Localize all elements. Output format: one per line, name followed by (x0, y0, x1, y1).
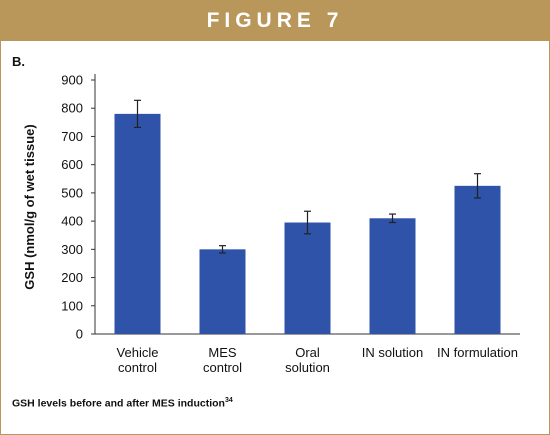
x-tick-label: control (118, 360, 157, 375)
bar (114, 113, 161, 334)
x-tick-label: control (203, 360, 242, 375)
x-tick-label: solution (285, 360, 330, 375)
x-tick-label: IN formulation (437, 345, 518, 360)
caption-text: GSH levels before and after MES inductio… (12, 397, 225, 410)
y-tick-label: 600 (61, 157, 83, 172)
x-tick-label: Oral (295, 345, 320, 360)
bar (199, 249, 246, 334)
y-tick-label: 100 (61, 298, 83, 313)
y-tick-label: 500 (61, 185, 83, 200)
y-tick-label: 900 (61, 73, 83, 88)
x-tick-label: MES (208, 345, 237, 360)
y-tick-label: 400 (61, 214, 83, 229)
figure-caption: GSH levels before and after MES inductio… (12, 397, 233, 410)
y-axis-title: GSH (nmol/g of wet tissue) (22, 124, 37, 289)
y-tick-label: 700 (61, 129, 83, 144)
bar (369, 218, 416, 334)
y-tick-label: 300 (61, 242, 83, 257)
x-tick-label: IN solution (362, 345, 423, 360)
y-tick-label: 800 (61, 101, 83, 116)
bar (284, 222, 331, 334)
panel-label: B. (12, 54, 25, 69)
y-tick-label: 0 (76, 327, 83, 342)
figure-title: FIGURE 7 (1, 1, 549, 41)
y-tick-label: 200 (61, 270, 83, 285)
x-tick-label: Vehicle (117, 345, 159, 360)
bar (454, 185, 501, 334)
caption-reference: 34 (224, 397, 233, 404)
